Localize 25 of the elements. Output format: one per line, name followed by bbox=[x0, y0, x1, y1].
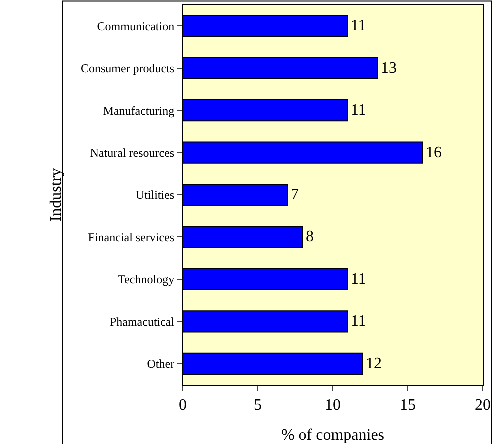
y-tick-label: Utilities bbox=[136, 188, 175, 202]
data-label: 16 bbox=[426, 144, 442, 162]
data-label: 11 bbox=[351, 270, 366, 288]
y-axis-title: Industry bbox=[48, 168, 65, 222]
data-label: 12 bbox=[366, 355, 382, 372]
y-tick-label: Financial services bbox=[88, 230, 175, 244]
y-tick-label: Phamacutical bbox=[110, 314, 176, 329]
y-tick-label: Technology bbox=[118, 272, 175, 287]
data-label: 8 bbox=[306, 228, 314, 246]
y-tick-label: Other bbox=[147, 357, 175, 372]
x-tick-label: 5 bbox=[254, 397, 262, 414]
data-label: 13 bbox=[381, 60, 397, 77]
x-tick-label: 15 bbox=[400, 397, 416, 414]
x-axis-title: % of companies bbox=[281, 426, 385, 444]
x-tick-label: 20 bbox=[475, 397, 491, 414]
y-tick-label: Natural resources bbox=[90, 146, 175, 160]
data-label: 11 bbox=[351, 18, 366, 35]
y-tick-label: Manufacturing bbox=[103, 104, 175, 118]
x-tick-label: 0 bbox=[179, 397, 187, 414]
data-label: 11 bbox=[351, 313, 366, 330]
y-tick-label: Consumer products bbox=[80, 62, 175, 76]
x-tick-label: 10 bbox=[325, 397, 341, 414]
data-label: 11 bbox=[351, 102, 366, 120]
y-tick-label: Communication bbox=[97, 19, 175, 34]
data-label: 7 bbox=[291, 186, 299, 204]
